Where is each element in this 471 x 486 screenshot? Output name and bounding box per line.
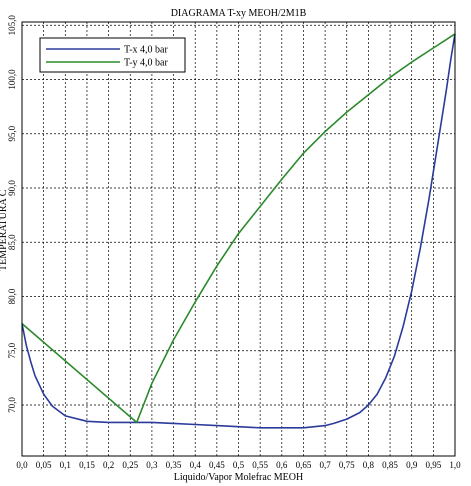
x-tick-label: 0,4 <box>190 460 202 470</box>
series-line-ty <box>21 33 456 424</box>
x-tick-label: 0,1 <box>60 460 71 470</box>
y-tick-label: 80,0 <box>7 288 17 304</box>
series-layer <box>21 33 456 429</box>
x-tick-label: 0,35 <box>166 460 182 470</box>
y-axis-label: TEMPERATURA C <box>0 189 9 271</box>
x-tick-labels: 0,0 0,05 0,1 0,15 0,2 0,25 0,3 0,35 0,4 0,45 0,5 0,… <box>16 460 461 470</box>
x-tick-label: 0,05 <box>36 460 52 470</box>
y-tick-label: 70,0 <box>7 397 17 413</box>
x-tick-label: 0,85 <box>382 460 398 470</box>
x-tick-label: 0,45 <box>209 460 225 470</box>
x-tick-label: 0,65 <box>296 460 312 470</box>
legend-label: T-y 4,0 bar <box>124 58 168 69</box>
x-axis-label: Liquido/Vapor Molefrac MEOH <box>174 472 303 483</box>
x-tick-label: 0,2 <box>103 460 114 470</box>
y-tick-label: 90,0 <box>7 180 17 196</box>
x-tick-label: 0,9 <box>406 460 418 470</box>
x-tick-label: 0,3 <box>146 460 158 470</box>
y-tick-label: 85,0 <box>7 234 17 250</box>
y-tick-labels: 70,0 75,0 80,0 85,0 90,0 95,0 100,0 105,0 <box>7 15 17 413</box>
chart-title: DIAGRAMA T-xy MEOH/2M1B <box>171 8 307 19</box>
x-tick-label: 0,0 <box>16 460 28 470</box>
grid <box>22 22 455 456</box>
x-tick-label: 0,7 <box>319 460 331 470</box>
x-tick-label: 0,75 <box>339 460 355 470</box>
x-tick-label: 0,6 <box>276 460 288 470</box>
legend: T-x 4,0 bar T-y 4,0 bar <box>39 37 186 73</box>
x-tick-label: 0,8 <box>363 460 375 470</box>
plot-frame <box>21 21 456 457</box>
x-tick-label: 0,95 <box>425 460 441 470</box>
x-tick-label: 1,0 <box>449 460 461 470</box>
y-tick-label: 105,0 <box>7 15 17 36</box>
series-line-tx <box>21 33 456 429</box>
y-tick-label: 100,0 <box>7 69 17 90</box>
y-tick-label: 75,0 <box>7 342 17 358</box>
x-tick-label: 0,25 <box>122 460 138 470</box>
legend-label: T-x 4,0 bar <box>124 45 168 56</box>
x-tick-label: 0,15 <box>79 460 95 470</box>
legend-box <box>39 37 186 73</box>
x-tick-label: 0,5 <box>233 460 245 470</box>
y-tick-label: 95,0 <box>7 125 17 141</box>
x-tick-label: 0,55 <box>252 460 268 470</box>
